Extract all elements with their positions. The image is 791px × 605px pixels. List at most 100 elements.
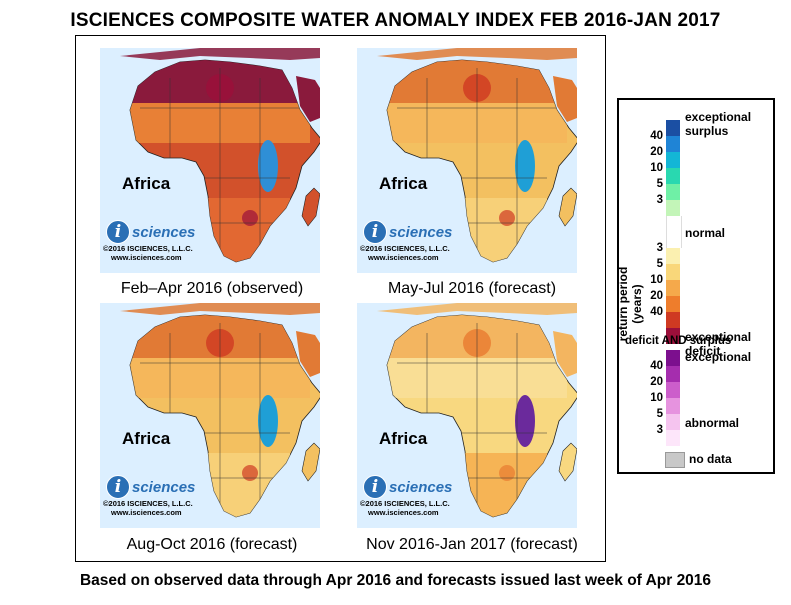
- east-africa-anomaly: [515, 395, 535, 447]
- map-panel-aug-oct: Africa i sciences ©2016 ISCIENCES, L.L.C. ww…: [100, 303, 320, 528]
- legend-swatch-deficit: [666, 264, 680, 280]
- madagascar-landmass: [558, 442, 577, 482]
- legend-tick: 10: [650, 274, 663, 286]
- legend-swatch-deficit: [666, 280, 680, 296]
- region-label: Africa: [379, 429, 428, 448]
- legend-swatch-surplus: [666, 184, 680, 200]
- europe-landmass: [377, 303, 577, 315]
- isciences-i-icon: i: [106, 475, 130, 499]
- anomaly-spot: [499, 465, 515, 481]
- country-borders: [140, 323, 300, 513]
- arabia-landmass: [553, 331, 577, 377]
- copyright-text: ©2016 ISCIENCES, L.L.C.: [103, 244, 193, 253]
- arabia-landmass: [296, 331, 320, 377]
- legend-tick: 20: [650, 290, 663, 302]
- map-panel-may-jul: Africa i sciences ©2016 ISCIENCES, L.L.C. ww…: [357, 48, 577, 273]
- africa-map: [100, 303, 320, 528]
- website-text: www.isciences.com: [368, 253, 439, 262]
- footer-note: Based on observed data through Apr 2016 …: [79, 572, 712, 589]
- legend-swatch-deficit: [666, 248, 680, 264]
- legend-swatch-deficit: [666, 312, 680, 328]
- copyright-notice: ©2016 ISCIENCES, L.L.C. www.isciences.com: [103, 244, 193, 262]
- arabia-landmass: [553, 76, 577, 122]
- madagascar-landmass: [301, 442, 320, 482]
- legend-swatch-surplus: [666, 200, 680, 216]
- panel-caption: Aug-Oct 2016 (forecast): [126, 536, 298, 553]
- copyright-notice: ©2016 ISCIENCES, L.L.C. www.isciences.com: [360, 244, 450, 262]
- isciences-i-icon: i: [106, 220, 130, 244]
- east-africa-anomaly: [258, 395, 278, 447]
- legend-swatch-both: [666, 350, 680, 366]
- anomaly-spot: [242, 210, 258, 226]
- panel-caption: Nov 2016-Jan 2017 (forecast): [366, 536, 578, 553]
- region-label: Africa: [122, 429, 171, 448]
- europe-landmass: [120, 303, 320, 315]
- logo-wordmark: sciences: [132, 478, 196, 496]
- legend-surplus-label: exceptional surplus: [685, 110, 752, 138]
- copyright-text: ©2016 ISCIENCES, L.L.C.: [360, 499, 450, 508]
- madagascar-landmass: [558, 187, 577, 227]
- legend-deficit-label: exceptional deficit: [685, 330, 752, 358]
- legend-tick: 3: [656, 424, 663, 436]
- europe-landmass: [377, 48, 577, 60]
- legend-tick: 40: [650, 306, 663, 318]
- logo-wordmark: sciences: [389, 478, 453, 496]
- legend-swatch-normal: [666, 216, 682, 248]
- legend-tick: 20: [650, 146, 663, 158]
- legend-swatch-both: [666, 382, 680, 398]
- africa-map: [357, 303, 577, 528]
- map-panel-nov-jan: Africa i sciences ©2016 ISCIENCES, L.L.C. ww…: [357, 303, 577, 528]
- isciences-logo: i sciences: [106, 220, 195, 244]
- legend-swatch-surplus: [666, 136, 680, 152]
- legend-swatch-both: [666, 366, 680, 382]
- website-text: www.isciences.com: [111, 508, 182, 517]
- legend-tick: 10: [650, 162, 663, 174]
- legend-swatch-nodata: [665, 452, 685, 468]
- legend-tick: 3: [656, 242, 663, 254]
- legend-swatch-both: [666, 398, 680, 414]
- website-text: www.isciences.com: [368, 508, 439, 517]
- east-africa-anomaly: [515, 140, 535, 192]
- legend-swatch-both: [666, 430, 680, 446]
- legend-swatch-surplus: [666, 152, 680, 168]
- anomaly-spot: [242, 465, 258, 481]
- copyright-text: ©2016 ISCIENCES, L.L.C.: [360, 244, 450, 253]
- legend-swatch-surplus: [666, 168, 680, 184]
- isciences-logo: i sciences: [363, 475, 452, 499]
- logo-wordmark: sciences: [389, 223, 453, 241]
- legend-tick: 5: [656, 178, 663, 190]
- legend-swatch-surplus: [666, 120, 680, 136]
- maps-frame: [75, 35, 606, 562]
- legend-tick: 5: [656, 408, 663, 420]
- country-borders: [397, 323, 557, 513]
- europe-landmass: [120, 48, 320, 60]
- legend-nodata-label: no data: [689, 452, 732, 466]
- legend-tick: 5: [656, 258, 663, 270]
- legend-both-exceptional: exceptional: [685, 350, 752, 364]
- legend-tick: 20: [650, 376, 663, 388]
- logo-wordmark: sciences: [132, 223, 196, 241]
- legend-tick: 3: [656, 194, 663, 206]
- legend-both-abnormal: abnormal: [685, 416, 740, 430]
- legend-both-title: deficit AND surplus: [625, 335, 732, 347]
- panel-caption: May-Jul 2016 (forecast): [387, 280, 557, 297]
- legend-tick: 40: [650, 360, 663, 372]
- madagascar-landmass: [301, 187, 320, 227]
- copyright-text: ©2016 ISCIENCES, L.L.C.: [103, 499, 193, 508]
- east-africa-anomaly: [258, 140, 278, 192]
- isciences-logo: i sciences: [106, 475, 195, 499]
- copyright-notice: ©2016 ISCIENCES, L.L.C. www.isciences.com: [103, 499, 193, 517]
- page-title: ISCIENCES COMPOSITE WATER ANOMALY INDEX …: [70, 10, 721, 31]
- isciences-i-icon: i: [363, 220, 387, 244]
- legend: return period (years) 40 20 10 5 3 3 5 10 20 40 ex…: [616, 98, 775, 474]
- legend-swatch-both: [666, 414, 680, 430]
- country-borders: [140, 68, 300, 258]
- map-panel-feb-apr: Africa i sciences ©2016 ISCIENCES, L.L.C. ww…: [100, 48, 320, 273]
- africa-map: [100, 48, 320, 273]
- arabia-landmass: [296, 76, 320, 122]
- country-borders: [397, 68, 557, 258]
- legend-swatch-deficit: [666, 296, 680, 312]
- panel-caption: Feb–Apr 2016 (observed): [120, 280, 304, 297]
- website-text: www.isciences.com: [111, 253, 182, 262]
- legend-tick: 10: [650, 392, 663, 404]
